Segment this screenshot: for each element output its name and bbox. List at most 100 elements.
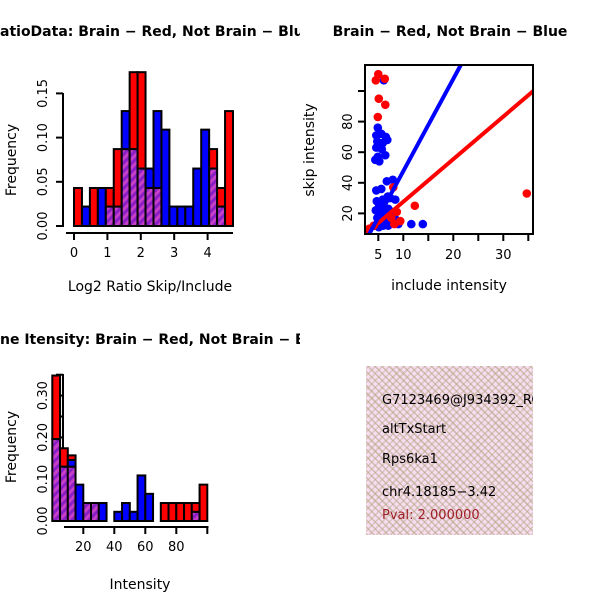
y-tick-label: 0.10: [36, 465, 51, 494]
hist-bar-segment: [160, 128, 171, 227]
hist-bars: [51, 374, 209, 523]
intensity-histogram-title: ne Itensity: Brain − Red, Not Brain − B: [0, 332, 300, 348]
hist-bar-segment: [136, 474, 147, 522]
hist-bar-segment: [88, 186, 99, 228]
y-tick-label: 0.00: [36, 507, 51, 536]
hist-bar-segment: [90, 502, 100, 523]
x-tick-label: 60: [137, 540, 154, 555]
hist-bar-segment: [112, 148, 123, 208]
hist-bar-segment: [168, 205, 179, 228]
hist-bar-segment: [190, 502, 201, 513]
hist-bar-segment: [74, 483, 85, 523]
intensity-scatter-panel: 5 10 20 30 20 40 60 80 include intensity skip int…: [302, 64, 534, 294]
x-axis-title: Log2 Ratio Skip/Include: [68, 279, 232, 295]
axis-ticks: [358, 90, 530, 241]
x-tick-label: 20: [75, 540, 92, 555]
hist-bar-segment: [144, 186, 155, 228]
scatter-point-blue: [388, 175, 398, 185]
x-tick-label: 20: [445, 248, 462, 263]
x-tick-label: 2: [137, 246, 145, 261]
hist-bar-segment: [97, 502, 108, 523]
hist-bar-segment: [128, 148, 139, 227]
hist-bar-segment: [136, 167, 147, 227]
hist-bar-segment: [66, 465, 77, 523]
hist-bar-segment: [216, 186, 227, 208]
hist-bar-segment: [167, 502, 178, 523]
gene-symbol-text: Rps6ka1: [382, 452, 438, 467]
hist-bar-segment: [136, 71, 147, 170]
hist-bar-segment: [208, 148, 219, 170]
x-tick-label: 4: [203, 246, 211, 261]
scatter-point-blue: [377, 184, 386, 194]
hist-bar-segment: [128, 510, 139, 522]
fit-line-blue: [367, 65, 463, 234]
scatter-point-blue: [381, 150, 390, 160]
hist-bar-segment: [175, 502, 186, 523]
scatter-content: [365, 65, 533, 234]
x-tick-label: 3: [170, 246, 178, 261]
y-tick-label: 0.15: [36, 79, 51, 108]
ratio-histogram-panel: 0 1 2 3 4 0.00 0.05 0.10 0.15 Log2 Ratio Skip/Inc…: [4, 71, 235, 295]
hist-bar-segment: [144, 492, 155, 522]
scatter-point-blue: [391, 195, 400, 204]
y-tick-label: 0.05: [36, 167, 51, 196]
gene-info-box: G7123469@J934392_RC altTxStart Rps6ka1 c…: [366, 366, 533, 535]
hist-bar-segment: [192, 167, 203, 227]
scatter-point-red: [374, 94, 384, 103]
hist-bar-segment: [152, 186, 163, 228]
hist-bar-segment: [152, 110, 163, 189]
hist-bar-segment: [224, 110, 235, 227]
gene-id-text: G7123469@J934392_RC: [382, 393, 533, 408]
y-tick-label: 0.10: [36, 123, 51, 152]
intensity-histogram-panel: 20 40 60 80 0.00 0.10 0.20 0.30 Intensity Frequen…: [4, 373, 209, 593]
pval-line: Pval: 2.000000: [382, 508, 480, 523]
x-axis-title: include intensity: [391, 278, 507, 294]
scatter-point-blue: [407, 219, 416, 229]
hist-bar-segment: [144, 167, 155, 189]
plot-box: [364, 64, 534, 235]
scatter-title: Brain − Red, Not Brain − Blue: [332, 24, 568, 40]
y-axis-title: Frequency: [4, 124, 20, 196]
hist-bar-segment: [200, 128, 211, 227]
hist-bar-segment: [66, 458, 77, 468]
hist-bar-segment: [208, 167, 219, 227]
hist-bar-segment: [96, 186, 107, 228]
hist-bar-segment: [82, 502, 93, 523]
hist-bar-segment: [51, 438, 62, 522]
event-type-text: altTxStart: [382, 422, 447, 437]
scatter-point-blue: [383, 135, 392, 145]
hist-bar-segment: [128, 71, 139, 151]
y-tick-label: 60: [341, 144, 356, 161]
hist-bar-segment: [120, 110, 131, 151]
hist-bar-segment: [113, 510, 124, 522]
scatter-point-red: [371, 75, 381, 85]
hist-bars: [73, 71, 235, 228]
hist-bar-segment: [59, 447, 69, 468]
scatter-point-red: [410, 201, 420, 211]
hist-bar-segment: [104, 205, 115, 228]
x-tick-label: 10: [395, 248, 412, 263]
hist-bar-segment: [190, 510, 201, 522]
hist-bar-segment: [120, 148, 131, 227]
hist-bar-segment: [112, 205, 123, 228]
x-tick-label: 5: [374, 248, 382, 263]
y-axis: [56, 92, 64, 227]
y-tick-label: 0.20: [36, 423, 51, 452]
y-tick-label: 0.30: [36, 381, 51, 410]
scatter-point-red: [381, 100, 390, 110]
hist-bar-segment: [51, 374, 62, 441]
y-axis-title: Frequency: [4, 411, 20, 483]
x-axis: [64, 526, 209, 534]
x-tick-label: 0: [70, 246, 78, 261]
hist-bar-segment: [59, 465, 69, 523]
hist-bar-segment: [159, 502, 170, 523]
y-tick-label: 80: [341, 113, 356, 130]
hist-bar-segment: [66, 454, 77, 461]
hist-bar-segment: [176, 205, 187, 228]
scatter-point-blue: [375, 157, 384, 166]
hist-bar-segment: [121, 502, 131, 523]
locus-text: chr4.18185−3.42: [382, 485, 497, 500]
hist-bar-segment: [73, 186, 83, 228]
hist-bar-segment: [183, 502, 193, 523]
